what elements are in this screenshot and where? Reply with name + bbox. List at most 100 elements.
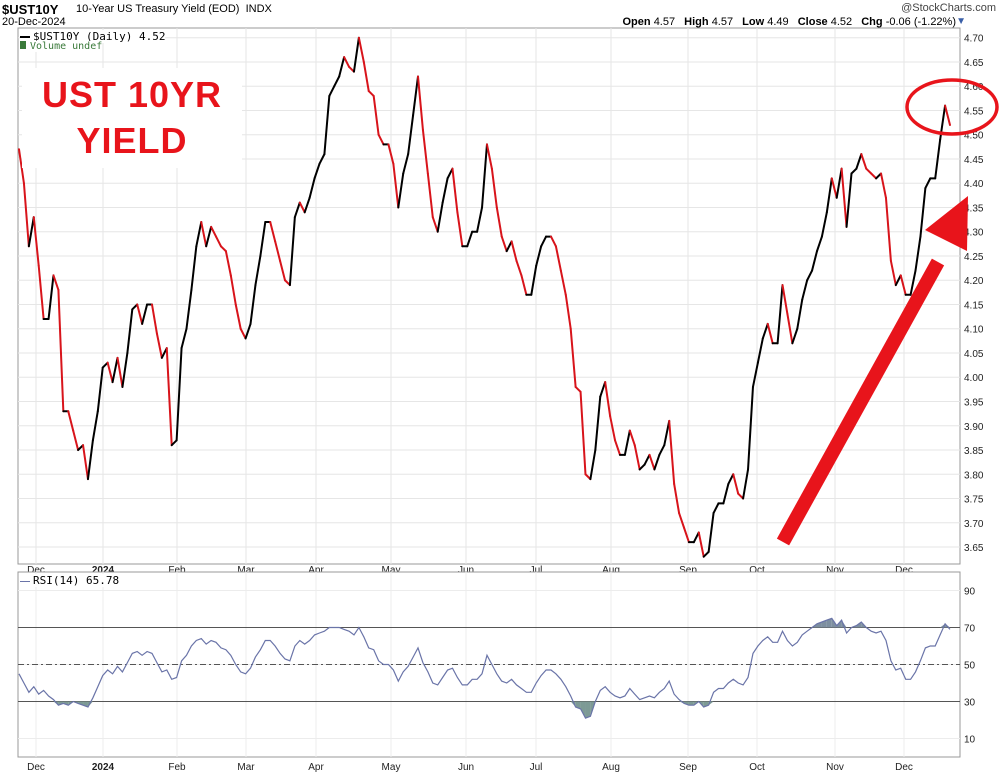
price-segment — [27, 216, 35, 248]
y-tick-label: 3.90 — [964, 422, 984, 433]
x-tick-label: Apr — [308, 565, 324, 576]
price-segment — [609, 415, 617, 442]
price-segment — [259, 221, 267, 257]
exchange-text: INDX — [245, 3, 272, 15]
price-segment — [697, 531, 705, 558]
price-segment — [692, 531, 700, 544]
price-segment — [67, 410, 75, 432]
price-segment — [500, 235, 508, 253]
price-segment — [126, 308, 134, 354]
price-segment — [643, 453, 651, 466]
price-segment — [732, 473, 740, 495]
price-segment — [32, 216, 40, 267]
chart-date: 20-Dec-2024 — [2, 16, 66, 28]
symbol-label: $UST10Y — [2, 2, 59, 17]
y-tick-label: 70 — [964, 624, 976, 635]
trend-arrow — [776, 196, 968, 546]
price-segment — [850, 167, 858, 175]
x-tick-label: Mar — [237, 565, 255, 576]
price-segment — [136, 303, 144, 325]
price-segment — [884, 196, 892, 262]
price-segment — [638, 463, 646, 471]
price-legend: $UST10Y (Daily) 4.52 — [20, 30, 166, 43]
rsi-x-axis: Dec 2024 Feb Mar Apr May Jun Jul Aug Sep Oct Nov Dec — [27, 762, 913, 773]
price-segment — [151, 303, 158, 335]
close-value: 4.52 — [830, 16, 853, 28]
y-tick-label: 3.80 — [964, 470, 984, 481]
y-tick-label: 4.05 — [964, 349, 984, 360]
price-segment — [141, 303, 149, 325]
y-tick-label: 3.75 — [964, 495, 984, 506]
x-tick-label: 2024 — [92, 565, 115, 576]
watermark: @StockCharts.com — [901, 2, 996, 14]
price-segment — [387, 143, 395, 165]
price-segment — [623, 429, 631, 456]
price-segment — [190, 245, 198, 291]
price-segment — [121, 351, 129, 388]
price-segment — [338, 56, 346, 78]
price-segment — [37, 264, 45, 321]
rsi-reference-lines — [18, 627, 960, 702]
x-tick-label: Jun — [458, 565, 474, 576]
annotation-line-1: UST 10YR — [41, 74, 223, 115]
price-segment — [569, 327, 577, 388]
price-segment — [180, 327, 188, 350]
price-segment — [559, 269, 567, 296]
price-segment — [914, 235, 922, 272]
y-tick-label: 4.60 — [964, 82, 984, 93]
price-segment — [170, 439, 178, 447]
price-segment — [367, 90, 375, 97]
rsi-oversold-fill — [53, 701, 59, 706]
price-segment — [678, 512, 685, 529]
price-segment — [436, 201, 444, 233]
description-text: 10-Year US Treasury Yield (EOD) — [76, 3, 240, 15]
y-tick-label: 4.55 — [964, 106, 984, 117]
price-segment — [899, 274, 907, 296]
price-segment — [845, 172, 853, 228]
x-tick-label: Dec — [27, 762, 45, 773]
y-tick-label: 4.15 — [964, 300, 984, 311]
legend-swatch — [20, 580, 30, 582]
price-segment — [855, 153, 863, 170]
price-segment — [840, 167, 848, 228]
y-tick-label: 4.10 — [964, 325, 984, 336]
x-tick-label: 2024 — [92, 762, 115, 773]
rsi-line — [18, 617, 951, 719]
volume-icon — [20, 41, 26, 49]
price-segment — [747, 385, 754, 471]
price-segment — [485, 143, 493, 170]
price-segment — [111, 356, 119, 384]
price-segment — [91, 410, 99, 442]
price-segment — [22, 182, 30, 248]
y-tick-label: 4.70 — [964, 34, 984, 45]
price-segment — [756, 337, 764, 364]
price-segment — [323, 94, 331, 156]
price-segment — [722, 482, 730, 505]
price-segment — [407, 114, 415, 156]
price-segment — [466, 230, 474, 248]
price-segment — [254, 254, 262, 287]
x-tick-label: Aug — [602, 762, 620, 773]
y-tick-label: 4.20 — [964, 276, 984, 287]
price-segment — [362, 60, 370, 93]
y-tick-label: 4.35 — [964, 203, 984, 214]
price-segment — [806, 269, 814, 282]
price-segment — [165, 347, 173, 447]
price-segment — [244, 322, 252, 340]
price-segment — [860, 153, 868, 170]
price-segment — [106, 361, 114, 384]
price-y-axis: 3.65 3.70 3.75 3.80 3.85 3.90 3.95 4.00 4.05 4.10… — [964, 34, 984, 554]
price-segment — [796, 298, 804, 330]
price-segment — [495, 206, 503, 238]
price-segment — [86, 439, 94, 481]
price-segment — [426, 172, 434, 219]
price-segment — [372, 94, 380, 136]
y-tick-label: 4.30 — [964, 228, 984, 239]
legend-swatch — [20, 36, 30, 38]
chevron-down-icon[interactable]: ▼ — [956, 16, 966, 27]
rsi-overbought-fill — [826, 618, 832, 628]
price-segment — [628, 429, 636, 447]
price-segment — [293, 201, 301, 219]
price-segment — [786, 313, 794, 345]
